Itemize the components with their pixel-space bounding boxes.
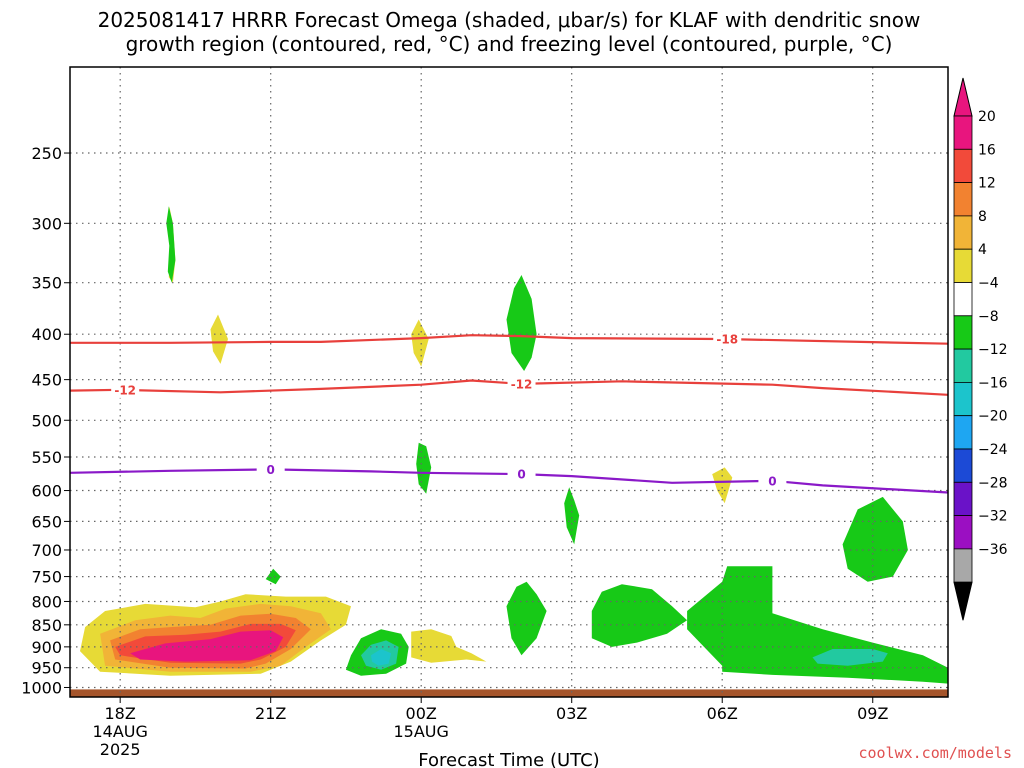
colorbar-segment-6: [953, 315, 973, 350]
colorbar-label-0: 20: [978, 109, 996, 125]
colorbar-segment-13: [953, 548, 973, 583]
contour-label-0: -18: [716, 333, 738, 347]
ytick-label-450: 450: [31, 371, 62, 390]
ground-band: [70, 689, 948, 697]
colorbar-segment-5: [953, 282, 973, 317]
ytick-label-300: 300: [31, 214, 62, 233]
contour-line-1: [70, 379, 948, 396]
colorbar-segment-8: [953, 381, 973, 417]
colorbar-segment-9: [953, 415, 973, 450]
ytick-label-550: 550: [31, 448, 62, 467]
xtick-label-6-1: 15AUG: [393, 722, 448, 741]
colorbar-label-12: −32: [978, 509, 1008, 525]
colorbar-label-2: 12: [978, 176, 996, 192]
colorbar-segment-0: [953, 115, 973, 150]
ytick-label-950: 950: [31, 659, 62, 678]
colorbar-segment-7: [953, 348, 973, 383]
colorbar-label-11: −28: [978, 475, 1008, 491]
omega-region-21: [812, 649, 888, 666]
ytick-label-350: 350: [31, 274, 62, 293]
plot-frame: [69, 66, 949, 698]
colorbar-segment-10: [953, 448, 973, 483]
omega-region-12: [416, 442, 432, 494]
ytick-label-400: 400: [31, 325, 62, 344]
omega-region-19: [842, 496, 908, 582]
omega-region-7: [411, 319, 429, 367]
omega-region-13: [564, 487, 580, 545]
colorbar-label-10: −24: [978, 442, 1008, 458]
omega-region-14: [265, 568, 281, 585]
xtick-label-9-0: 03Z: [556, 704, 587, 723]
ytick-label-1000: 1000: [21, 678, 62, 697]
ytick-label-700: 700: [31, 541, 62, 560]
contour-line-0: [70, 334, 948, 345]
colorbar-label-7: −12: [978, 342, 1008, 358]
xtick-label-15-0: 09Z: [857, 704, 888, 723]
xtick-label-0-1: 14AUG: [92, 722, 147, 741]
omega-region-9: [712, 467, 733, 504]
omega-region-18: [687, 566, 948, 684]
temperature-contours: -18 -12 -12 0 0 0: [70, 331, 948, 494]
contour-label-1: -12: [114, 383, 136, 397]
omega-region-16: [506, 581, 547, 656]
contour-label-bg-0: [713, 331, 742, 348]
contour-label-4: 0: [517, 468, 525, 482]
colorbar-bottom-arrow: [953, 581, 973, 621]
chart-title-line-2: growth region (contoured, red, °C) and f…: [126, 32, 893, 56]
xtick-label-0-0: 18Z: [105, 704, 136, 723]
contour-label-bg-4: [507, 466, 536, 483]
omega-region-22: [371, 649, 392, 666]
ytick-label-500: 500: [31, 411, 62, 430]
ytick-label-850: 850: [31, 616, 62, 635]
contour-label-2: -12: [511, 377, 533, 391]
contour-label-bg-1: [111, 381, 140, 398]
colorbar-label-1: 16: [978, 142, 996, 158]
credit-text: coolwx.com/models: [858, 744, 1012, 762]
omega-region-11: [506, 275, 537, 371]
colorbar-label-9: −20: [978, 409, 1008, 425]
colorbar-label-6: −8: [978, 309, 999, 325]
ytick-label-800: 800: [31, 592, 62, 611]
gridlines: [70, 67, 948, 697]
xtick-label-12-0: 06Z: [707, 704, 738, 723]
colorbar-label-13: −36: [978, 542, 1008, 558]
colorbar-label-3: 8: [978, 209, 987, 225]
colorbar-label-8: −16: [978, 375, 1008, 391]
colorbar-label-5: −4: [978, 276, 999, 292]
colorbar-segment-2: [953, 182, 973, 217]
contour-label-5: 0: [768, 474, 776, 488]
colorbar-segment-4: [953, 248, 973, 283]
colorbar-segment-3: [953, 215, 973, 250]
contour-label-3: 0: [267, 463, 275, 477]
chart-title-line-1: 2025081417 HRRR Forecast Omega (shaded, …: [98, 8, 921, 32]
colorbar-top-arrow: [953, 77, 973, 117]
ytick-label-250: 250: [31, 144, 62, 163]
xtick-label-6-0: 00Z: [406, 704, 437, 723]
omega-region-10: [166, 206, 176, 283]
colorbar-segment-12: [953, 515, 973, 550]
colorbar: 20 16 12 8 4 −4 −8 −12 −16 −20 −24 −28 −32 −36: [953, 77, 1008, 621]
ytick-label-600: 600: [31, 482, 62, 501]
omega-region-17: [591, 584, 688, 647]
contour-label-bg-3: [256, 461, 285, 478]
colorbar-segment-11: [953, 481, 973, 516]
omega-region-8: [411, 629, 487, 663]
omega-region-6: [210, 314, 228, 364]
colorbar-segment-1: [953, 148, 973, 184]
ytick-label-900: 900: [31, 638, 62, 657]
contour-label-bg-5: [758, 472, 787, 489]
omega-shaded-regions: [80, 206, 948, 684]
contour-label-bg-2: [507, 375, 536, 392]
xtick-label-0-2: 2025: [100, 740, 141, 759]
x-axis-label: Forecast Time (UTC): [418, 750, 599, 768]
colorbar-label-4: 4: [978, 242, 987, 258]
ytick-label-750: 750: [31, 568, 62, 587]
xtick-label-3-0: 21Z: [255, 704, 286, 723]
ytick-label-650: 650: [31, 512, 62, 531]
y-axis-ticks: 250 300 350 400 450 500 550 600 650 700 750 800 850 9…: [21, 144, 70, 697]
omega-region-4: [130, 630, 284, 662]
